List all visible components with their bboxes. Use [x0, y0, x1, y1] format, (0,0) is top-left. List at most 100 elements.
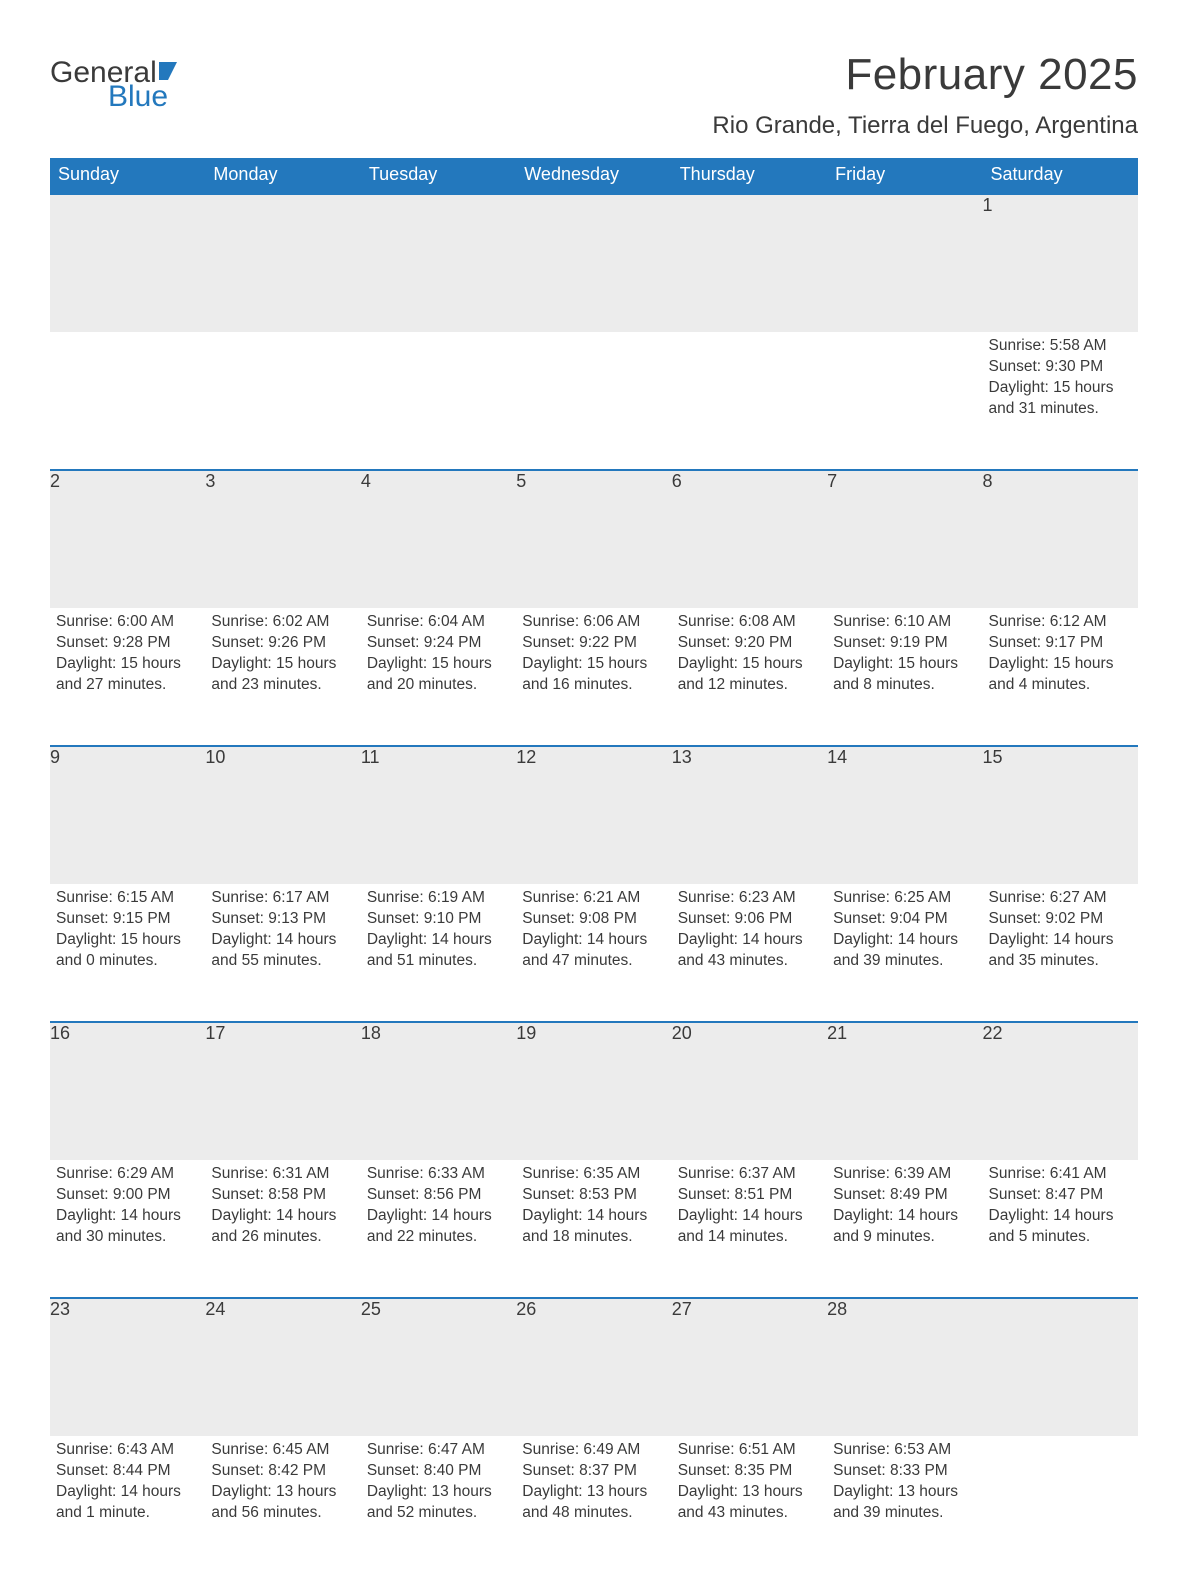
day-number-cell: 10 [205, 746, 360, 884]
day-info: Sunrise: 6:39 AMSunset: 8:49 PMDaylight:… [827, 1160, 982, 1256]
day-number-cell: 14 [827, 746, 982, 884]
daynum-row: 16171819202122 [50, 1022, 1138, 1160]
day-info: Sunrise: 6:17 AMSunset: 9:13 PMDaylight:… [205, 884, 360, 980]
day-number-cell: 1 [983, 194, 1138, 332]
daylight-text: Daylight: 13 hours and 39 minutes. [833, 1482, 976, 1524]
title-block: February 2025 Rio Grande, Tierra del Fue… [712, 50, 1138, 150]
sunset-text: Sunset: 8:51 PM [678, 1185, 821, 1206]
day-info-cell: Sunrise: 6:19 AMSunset: 9:10 PMDaylight:… [361, 884, 516, 1022]
day-info: Sunrise: 6:25 AMSunset: 9:04 PMDaylight:… [827, 884, 982, 980]
daylight-text: Daylight: 14 hours and 5 minutes. [989, 1206, 1132, 1248]
sunset-text: Sunset: 8:37 PM [522, 1461, 665, 1482]
day-info: Sunrise: 6:41 AMSunset: 8:47 PMDaylight:… [983, 1160, 1138, 1256]
sunset-text: Sunset: 9:28 PM [56, 633, 199, 654]
sunrise-text: Sunrise: 6:39 AM [833, 1164, 976, 1185]
daylight-text: Daylight: 14 hours and 26 minutes. [211, 1206, 354, 1248]
weekday-header: Monday [205, 158, 360, 194]
day-info-cell: Sunrise: 6:25 AMSunset: 9:04 PMDaylight:… [827, 884, 982, 1022]
day-number-cell: 23 [50, 1298, 205, 1436]
daylight-text: Daylight: 14 hours and 1 minute. [56, 1482, 199, 1524]
sunset-text: Sunset: 8:40 PM [367, 1461, 510, 1482]
day-number-cell: 18 [361, 1022, 516, 1160]
weekday-header: Friday [827, 158, 982, 194]
sunset-text: Sunset: 8:35 PM [678, 1461, 821, 1482]
sunrise-text: Sunrise: 6:17 AM [211, 888, 354, 909]
sunset-text: Sunset: 8:44 PM [56, 1461, 199, 1482]
day-info: Sunrise: 6:12 AMSunset: 9:17 PMDaylight:… [983, 608, 1138, 704]
day-number-cell: 24 [205, 1298, 360, 1436]
sunrise-text: Sunrise: 6:23 AM [678, 888, 821, 909]
day-info-cell [50, 332, 205, 470]
day-number-cell: 27 [672, 1298, 827, 1436]
day-number-cell: 16 [50, 1022, 205, 1160]
day-number-cell [205, 194, 360, 332]
sunrise-text: Sunrise: 6:19 AM [367, 888, 510, 909]
day-number-cell: 25 [361, 1298, 516, 1436]
sunset-text: Sunset: 9:19 PM [833, 633, 976, 654]
sunrise-text: Sunrise: 6:43 AM [56, 1440, 199, 1461]
sunrise-text: Sunrise: 6:02 AM [211, 612, 354, 633]
day-info: Sunrise: 6:33 AMSunset: 8:56 PMDaylight:… [361, 1160, 516, 1256]
sunset-text: Sunset: 8:56 PM [367, 1185, 510, 1206]
sunset-text: Sunset: 8:58 PM [211, 1185, 354, 1206]
day-info: Sunrise: 6:37 AMSunset: 8:51 PMDaylight:… [672, 1160, 827, 1256]
day-number-cell: 7 [827, 470, 982, 608]
weekday-header: Thursday [672, 158, 827, 194]
sunset-text: Sunset: 9:24 PM [367, 633, 510, 654]
day-info: Sunrise: 6:15 AMSunset: 9:15 PMDaylight:… [50, 884, 205, 980]
daylight-text: Daylight: 14 hours and 30 minutes. [56, 1206, 199, 1248]
day-info: Sunrise: 6:04 AMSunset: 9:24 PMDaylight:… [361, 608, 516, 704]
weekday-header: Sunday [50, 158, 205, 194]
day-info-cell: Sunrise: 6:53 AMSunset: 8:33 PMDaylight:… [827, 1436, 982, 1574]
day-number-cell: 8 [983, 470, 1138, 608]
sunrise-text: Sunrise: 6:21 AM [522, 888, 665, 909]
daylight-text: Daylight: 15 hours and 23 minutes. [211, 654, 354, 696]
daylight-text: Daylight: 15 hours and 27 minutes. [56, 654, 199, 696]
brand-mark-icon [159, 62, 177, 80]
daylight-text: Daylight: 14 hours and 43 minutes. [678, 930, 821, 972]
day-number-cell: 17 [205, 1022, 360, 1160]
sunset-text: Sunset: 8:47 PM [989, 1185, 1132, 1206]
sunrise-text: Sunrise: 6:27 AM [989, 888, 1132, 909]
day-info: Sunrise: 6:51 AMSunset: 8:35 PMDaylight:… [672, 1436, 827, 1532]
info-row: Sunrise: 6:43 AMSunset: 8:44 PMDaylight:… [50, 1436, 1138, 1574]
day-number-cell: 9 [50, 746, 205, 884]
sunset-text: Sunset: 9:26 PM [211, 633, 354, 654]
day-number-cell: 22 [983, 1022, 1138, 1160]
weekday-header: Tuesday [361, 158, 516, 194]
sunset-text: Sunset: 9:17 PM [989, 633, 1132, 654]
day-number-cell: 5 [516, 470, 671, 608]
day-number-cell [50, 194, 205, 332]
sunrise-text: Sunrise: 6:47 AM [367, 1440, 510, 1461]
daynum-row: 2345678 [50, 470, 1138, 608]
daylight-text: Daylight: 15 hours and 16 minutes. [522, 654, 665, 696]
sunset-text: Sunset: 9:06 PM [678, 909, 821, 930]
daylight-text: Daylight: 14 hours and 51 minutes. [367, 930, 510, 972]
day-info-cell: Sunrise: 6:12 AMSunset: 9:17 PMDaylight:… [983, 608, 1138, 746]
day-info-cell: Sunrise: 6:15 AMSunset: 9:15 PMDaylight:… [50, 884, 205, 1022]
day-number-cell: 11 [361, 746, 516, 884]
sunset-text: Sunset: 9:04 PM [833, 909, 976, 930]
daynum-row: 9101112131415 [50, 746, 1138, 884]
sunrise-text: Sunrise: 6:10 AM [833, 612, 976, 633]
day-info-cell: Sunrise: 6:06 AMSunset: 9:22 PMDaylight:… [516, 608, 671, 746]
day-info: Sunrise: 6:49 AMSunset: 8:37 PMDaylight:… [516, 1436, 671, 1532]
day-info-cell: Sunrise: 6:04 AMSunset: 9:24 PMDaylight:… [361, 608, 516, 746]
daylight-text: Daylight: 13 hours and 43 minutes. [678, 1482, 821, 1524]
sunset-text: Sunset: 8:33 PM [833, 1461, 976, 1482]
sunrise-text: Sunrise: 6:51 AM [678, 1440, 821, 1461]
day-info: Sunrise: 6:06 AMSunset: 9:22 PMDaylight:… [516, 608, 671, 704]
daylight-text: Daylight: 15 hours and 4 minutes. [989, 654, 1132, 696]
info-row: Sunrise: 6:29 AMSunset: 9:00 PMDaylight:… [50, 1160, 1138, 1298]
day-info-cell [672, 332, 827, 470]
day-info-cell: Sunrise: 6:49 AMSunset: 8:37 PMDaylight:… [516, 1436, 671, 1574]
day-info: Sunrise: 6:10 AMSunset: 9:19 PMDaylight:… [827, 608, 982, 704]
day-number-cell: 12 [516, 746, 671, 884]
day-info: Sunrise: 6:21 AMSunset: 9:08 PMDaylight:… [516, 884, 671, 980]
header-row: General Blue February 2025 Rio Grande, T… [50, 50, 1138, 150]
day-info-cell: Sunrise: 6:39 AMSunset: 8:49 PMDaylight:… [827, 1160, 982, 1298]
daylight-text: Daylight: 14 hours and 39 minutes. [833, 930, 976, 972]
day-info-cell: Sunrise: 6:35 AMSunset: 8:53 PMDaylight:… [516, 1160, 671, 1298]
day-info-cell: Sunrise: 6:47 AMSunset: 8:40 PMDaylight:… [361, 1436, 516, 1574]
weekday-header: Wednesday [516, 158, 671, 194]
